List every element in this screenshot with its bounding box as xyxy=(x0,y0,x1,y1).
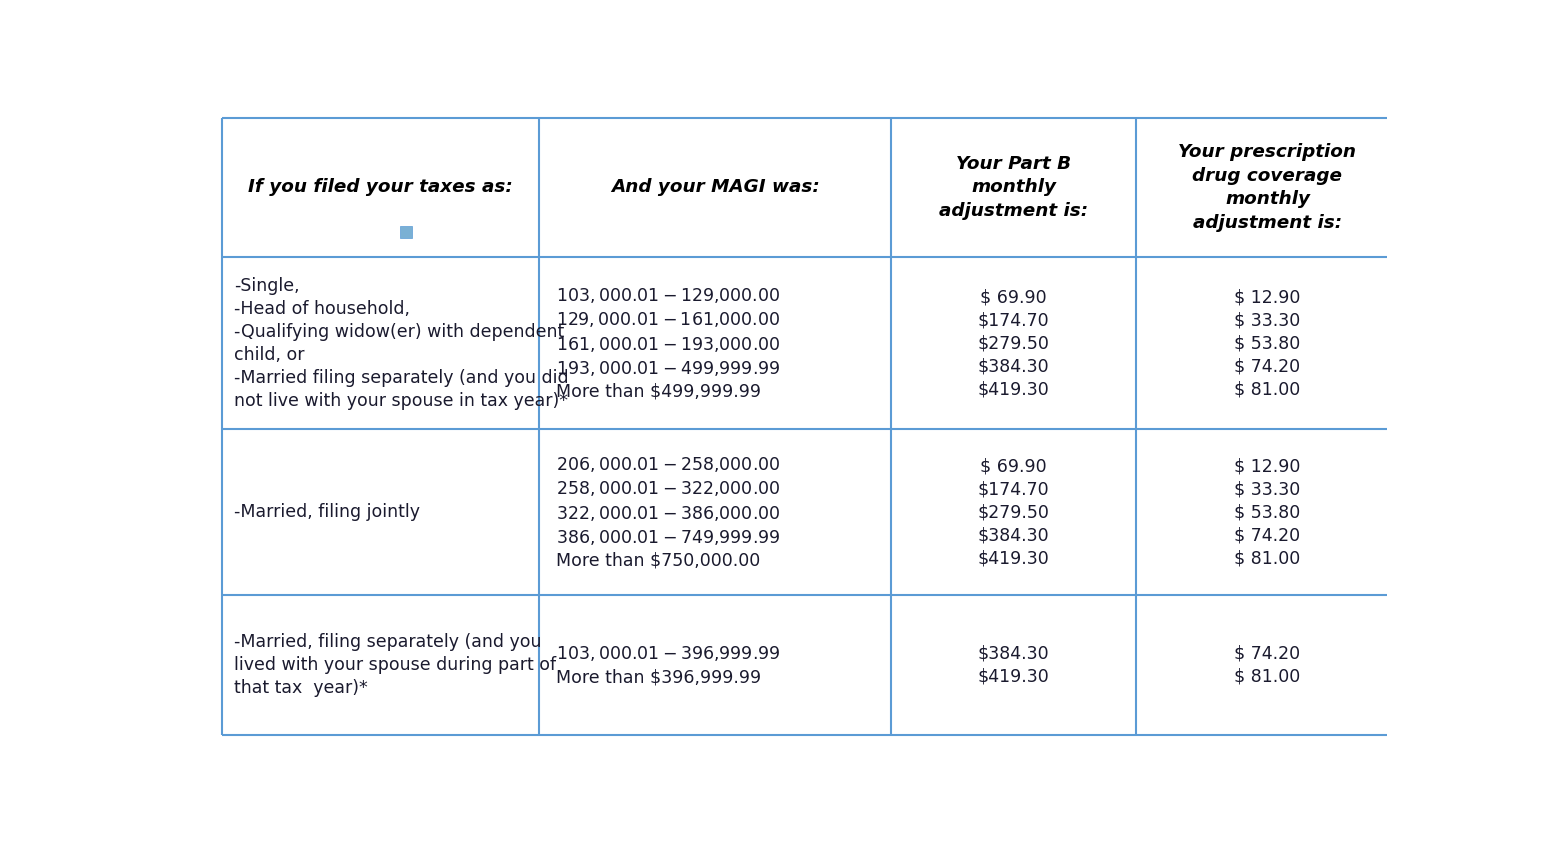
Text: -Married, filing jointly: -Married, filing jointly xyxy=(234,503,421,522)
Text: -Single,
-Head of household,
-Qualifying widow(er) with dependent
child, or
-Mar: -Single, -Head of household, -Qualifying… xyxy=(234,277,569,409)
Text: $ 69.90
$174.70
$279.50
$384.30
$419.30: $ 69.90 $174.70 $279.50 $384.30 $419.30 xyxy=(977,457,1049,567)
Text: $206,000.01 - $258,000.00
$258,000.01 - $322,000.00
$322,000.01 - $386,000.00
$3: $206,000.01 - $258,000.00 $258,000.01 - … xyxy=(556,455,780,570)
Bar xyxy=(401,226,411,238)
Text: $ 12.90
$ 33.30
$ 53.80
$ 74.20
$ 81.00: $ 12.90 $ 33.30 $ 53.80 $ 74.20 $ 81.00 xyxy=(1234,457,1301,567)
Text: $ 74.20
$ 81.00: $ 74.20 $ 81.00 xyxy=(1234,645,1301,685)
Text: If you filed your taxes as:: If you filed your taxes as: xyxy=(248,178,513,197)
Text: $103,000.01 - $129,000.00
$129,000.01 - $161,000.00
$161,000.01 - $193,000.00
$1: $103,000.01 - $129,000.00 $129,000.01 - … xyxy=(556,286,780,401)
Text: $ 12.90
$ 33.30
$ 53.80
$ 74.20
$ 81.00: $ 12.90 $ 33.30 $ 53.80 $ 74.20 $ 81.00 xyxy=(1234,289,1301,398)
Text: And your MAGI was:: And your MAGI was: xyxy=(610,178,820,197)
Text: Your Part B
monthly
adjustment is:: Your Part B monthly adjustment is: xyxy=(938,154,1088,220)
Text: $ 69.90
$174.70
$279.50
$384.30
$419.30: $ 69.90 $174.70 $279.50 $384.30 $419.30 xyxy=(977,289,1049,398)
Text: $384.30
$419.30: $384.30 $419.30 xyxy=(979,645,1049,685)
Text: $103,000.01 - $396,999.99
More than $396,999.99: $103,000.01 - $396,999.99 More than $396… xyxy=(556,644,780,686)
Text: Your prescription
drug coverage
monthly
adjustment is:: Your prescription drug coverage monthly … xyxy=(1179,143,1356,232)
Text: -Married, filing separately (and you
lived with your spouse during part of
that : -Married, filing separately (and you liv… xyxy=(234,633,556,697)
